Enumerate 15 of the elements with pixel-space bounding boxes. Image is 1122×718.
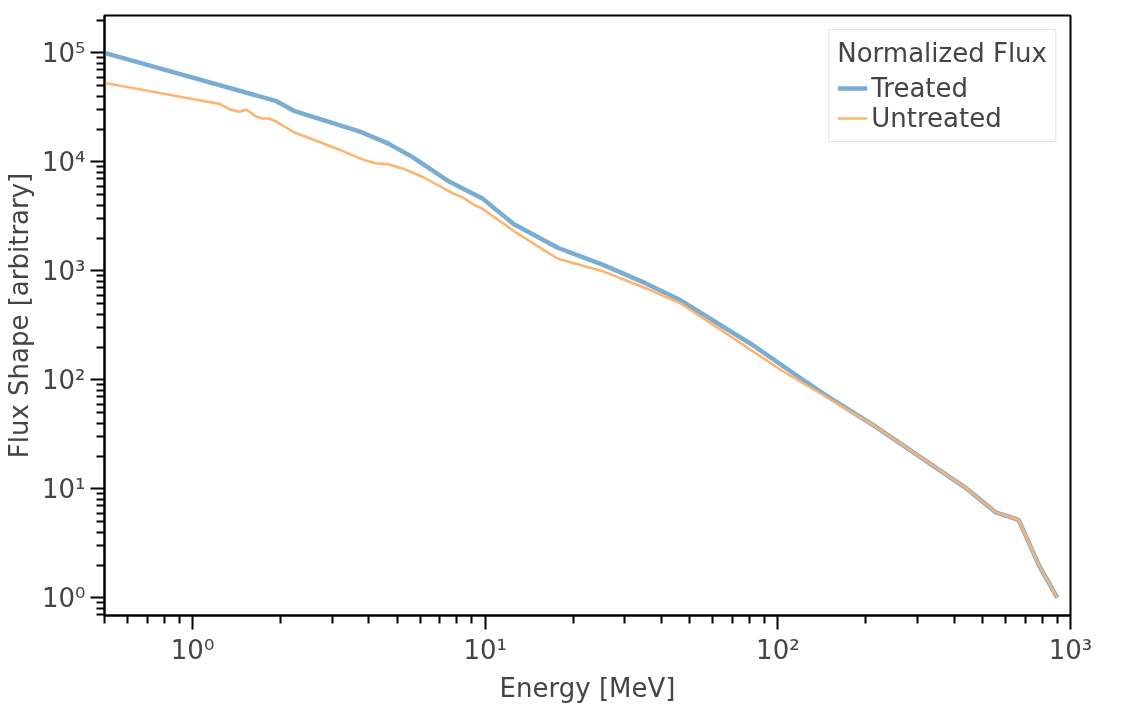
y-tick-label: 10⁴ — [41, 146, 86, 177]
x-tick-label: 10⁰ — [170, 634, 215, 665]
x-tick-label: 10³ — [1048, 634, 1093, 665]
x-axis-title: Energy [MeV] — [499, 672, 676, 703]
y-tick-label: 10² — [41, 364, 86, 395]
y-tick-label: 10⁰ — [41, 582, 86, 613]
legend-label: Untreated — [871, 103, 1002, 133]
y-tick-label: 10⁵ — [41, 37, 86, 68]
y-tick-label: 10¹ — [41, 473, 86, 504]
legend-title: Normalized Flux — [837, 38, 1047, 68]
y-axis-title: Flux Shape [arbitrary] — [3, 172, 34, 459]
y-tick-label: 10³ — [41, 255, 86, 286]
x-tick-label: 10² — [756, 634, 800, 665]
legend-label: Treated — [871, 73, 969, 103]
x-tick-label: 10¹ — [463, 634, 507, 665]
